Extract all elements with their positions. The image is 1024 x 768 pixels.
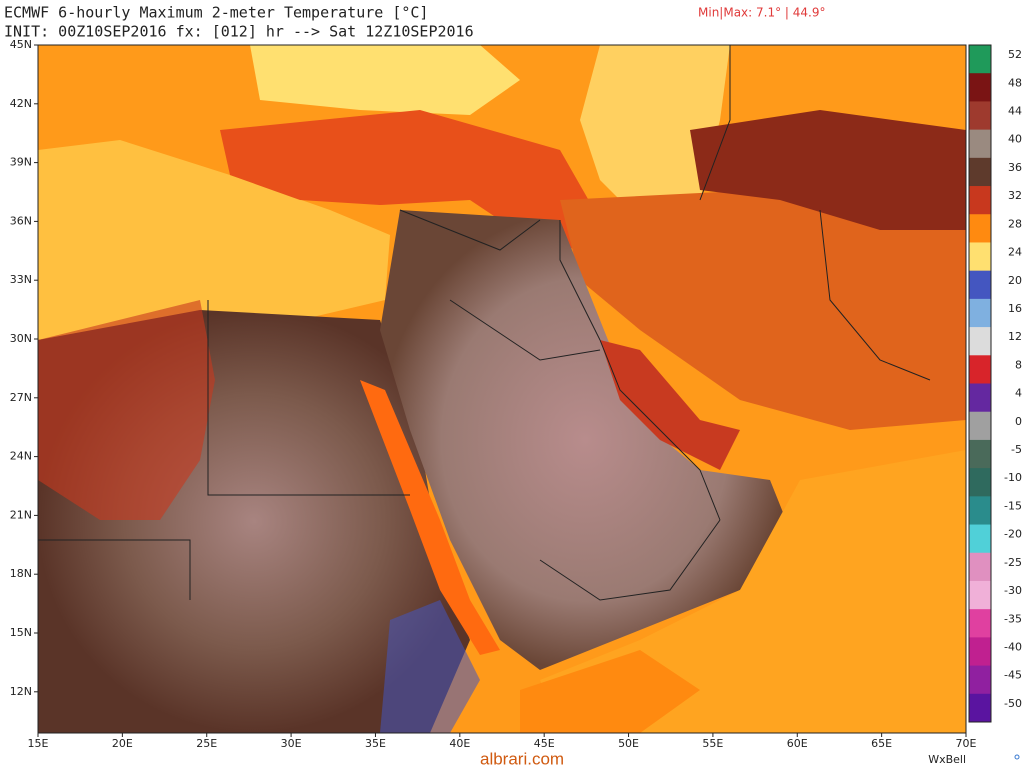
sea xyxy=(600,340,740,470)
colorbar-swatch xyxy=(969,242,991,272)
colorbar-swatch xyxy=(969,186,991,215)
colorbar-label: 12 xyxy=(1008,330,1022,343)
map-frame xyxy=(37,44,967,734)
brand-icon xyxy=(1014,754,1020,760)
colorbar-label: 24 xyxy=(1008,246,1022,259)
land xyxy=(38,300,215,520)
lat-label: 42N xyxy=(10,97,32,110)
colorbar-swatch xyxy=(969,580,991,610)
lon-label: 30E xyxy=(281,737,302,750)
lat-label: 27N xyxy=(10,391,32,404)
colorbar-swatch xyxy=(969,355,991,384)
sea xyxy=(250,45,520,115)
lat-label: 24N xyxy=(10,450,32,463)
colorbar-label: -30 xyxy=(1004,584,1022,597)
borders xyxy=(38,45,931,601)
colorbar-swatch xyxy=(969,609,991,638)
colorbar-swatch xyxy=(969,101,991,131)
colorbar-label: 28 xyxy=(1008,217,1022,230)
colorbar-swatch xyxy=(969,383,991,413)
colorbar-swatch xyxy=(969,129,991,159)
lat-label: 45N xyxy=(10,38,32,51)
colorbar-label: 32 xyxy=(1008,189,1022,202)
lon-label: 40E xyxy=(449,737,470,750)
colorbar-swatch xyxy=(969,327,991,356)
colorbar-label: 8 xyxy=(1015,358,1022,371)
colorbar-label: -45 xyxy=(1004,669,1022,682)
lon-label: 20E xyxy=(112,737,133,750)
colorbar-label: 4 xyxy=(1015,387,1022,400)
sea xyxy=(520,650,700,733)
lon-label: 50E xyxy=(618,737,639,750)
colorbar-swatch xyxy=(969,214,991,243)
lat-label: 12N xyxy=(10,685,32,698)
colorbar-label: -5 xyxy=(1011,443,1022,456)
colorbar-label: -35 xyxy=(1004,612,1022,625)
colorbar-swatch xyxy=(969,524,991,554)
sea xyxy=(38,140,390,340)
lon-label: 45E xyxy=(534,737,555,750)
brand: WxBell xyxy=(928,753,966,766)
lat-label: 33N xyxy=(10,273,32,286)
sea xyxy=(360,380,500,655)
colorbar-swatch xyxy=(969,552,991,582)
lon-label: 35E xyxy=(365,737,386,750)
lat-label: 39N xyxy=(10,156,32,169)
map-title: ECMWF 6-hourly Maximum 2-meter Temperatu… xyxy=(4,4,428,22)
colorbar-swatch xyxy=(969,439,991,469)
colorbar-swatch xyxy=(969,665,991,695)
colorbar-label: 16 xyxy=(1008,302,1022,315)
colorbar-swatch xyxy=(969,693,991,723)
lon-label: 25E xyxy=(196,737,217,750)
lon-label: 65E xyxy=(871,737,892,750)
colorbar-swatch xyxy=(969,468,991,497)
colorbar-label: -40 xyxy=(1004,640,1022,653)
colorbar-swatch xyxy=(969,73,991,102)
colorbar-label: -15 xyxy=(1004,499,1022,512)
lat-label: 30N xyxy=(10,332,32,345)
colorbar-swatch xyxy=(969,298,991,328)
colorbar-swatch xyxy=(969,496,991,526)
land xyxy=(690,110,966,230)
colorbar-frame xyxy=(968,44,992,723)
colorbar-label: -20 xyxy=(1004,528,1022,541)
colorbar-label: -25 xyxy=(1004,556,1022,569)
lon-label: 70E xyxy=(956,737,977,750)
colorbar-label: 48 xyxy=(1008,76,1022,89)
lat-label: 21N xyxy=(10,508,32,521)
colorbar-label: 20 xyxy=(1008,274,1022,287)
lat-label: 18N xyxy=(10,567,32,580)
map-field xyxy=(38,45,966,733)
watermark: albrari.com xyxy=(480,749,564,768)
colorbar-label: 44 xyxy=(1008,105,1022,118)
sea xyxy=(580,45,730,220)
min-max: Min|Max: 7.1° | 44.9° xyxy=(698,6,825,20)
colorbar-swatch xyxy=(969,45,991,74)
colorbar-label: 52 xyxy=(1008,48,1022,61)
lon-label: 60E xyxy=(787,737,808,750)
init-line: INIT: 00Z10SEP2016 fx: [012] hr --> Sat … xyxy=(4,23,474,41)
lat-label: 15N xyxy=(10,626,32,639)
lon-label: 15E xyxy=(28,737,49,750)
colorbar-label: 40 xyxy=(1008,133,1022,146)
colorbar-label: 36 xyxy=(1008,161,1022,174)
lon-label: 55E xyxy=(702,737,723,750)
colorbar-label: -10 xyxy=(1004,471,1022,484)
land xyxy=(380,600,480,733)
colorbar-label: 0 xyxy=(1015,415,1022,428)
colorbar-swatch xyxy=(969,270,991,300)
colorbar-swatch xyxy=(969,637,991,667)
colorbar-swatch xyxy=(969,157,991,187)
land xyxy=(380,210,790,670)
land xyxy=(560,190,966,430)
colorbar-swatch xyxy=(969,411,991,441)
lat-label: 36N xyxy=(10,214,32,227)
colorbar-label: -50 xyxy=(1004,697,1022,710)
